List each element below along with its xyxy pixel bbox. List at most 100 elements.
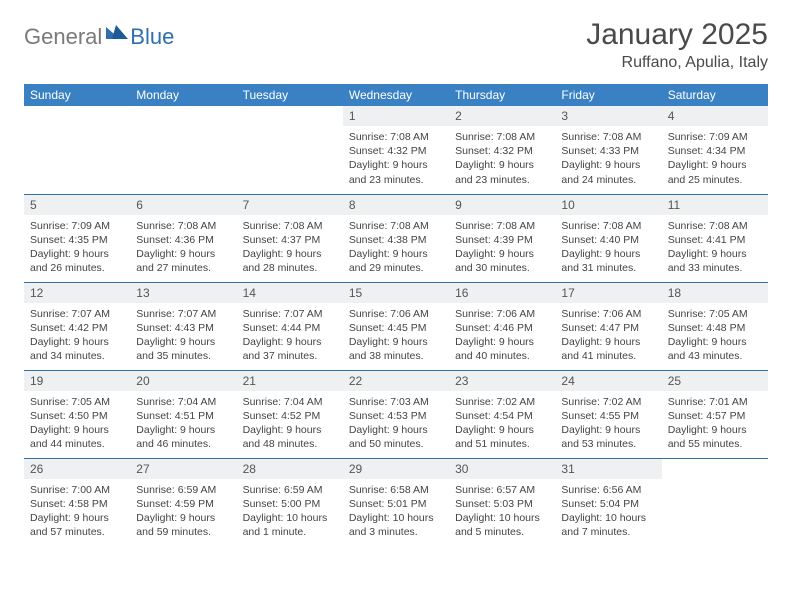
calendar-week-row: 26Sunrise: 7:00 AMSunset: 4:58 PMDayligh… bbox=[24, 458, 768, 546]
daylight-line-1: Daylight: 9 hours bbox=[136, 247, 230, 261]
day-number: 12 bbox=[24, 283, 130, 303]
sunrise-line: Sunrise: 7:08 AM bbox=[349, 130, 443, 144]
daylight-line-2: and 7 minutes. bbox=[561, 525, 655, 539]
sunset-line: Sunset: 4:59 PM bbox=[136, 497, 230, 511]
day-body: Sunrise: 7:06 AMSunset: 4:47 PMDaylight:… bbox=[555, 303, 661, 370]
sunset-line: Sunset: 4:48 PM bbox=[668, 321, 762, 335]
day-body: Sunrise: 7:02 AMSunset: 4:55 PMDaylight:… bbox=[555, 391, 661, 458]
sunrise-line: Sunrise: 7:03 AM bbox=[349, 395, 443, 409]
daylight-line-1: Daylight: 9 hours bbox=[455, 423, 549, 437]
daylight-line-1: Daylight: 9 hours bbox=[30, 511, 124, 525]
day-body: Sunrise: 7:03 AMSunset: 4:53 PMDaylight:… bbox=[343, 391, 449, 458]
daylight-line-2: and 44 minutes. bbox=[30, 437, 124, 451]
daylight-line-1: Daylight: 9 hours bbox=[349, 423, 443, 437]
sunrise-line: Sunrise: 7:01 AM bbox=[668, 395, 762, 409]
calendar-day-cell bbox=[24, 106, 130, 194]
daylight-line-2: and 28 minutes. bbox=[243, 261, 337, 275]
daylight-line-1: Daylight: 10 hours bbox=[561, 511, 655, 525]
sunrise-line: Sunrise: 7:02 AM bbox=[561, 395, 655, 409]
daylight-line-1: Daylight: 9 hours bbox=[136, 335, 230, 349]
sunrise-line: Sunrise: 7:08 AM bbox=[243, 219, 337, 233]
day-body: Sunrise: 7:08 AMSunset: 4:38 PMDaylight:… bbox=[343, 215, 449, 282]
calendar-day-cell: 27Sunrise: 6:59 AMSunset: 4:59 PMDayligh… bbox=[130, 458, 236, 546]
calendar-day-cell bbox=[130, 106, 236, 194]
sunset-line: Sunset: 5:01 PM bbox=[349, 497, 443, 511]
day-number: 15 bbox=[343, 283, 449, 303]
daylight-line-1: Daylight: 9 hours bbox=[561, 335, 655, 349]
daylight-line-2: and 25 minutes. bbox=[668, 173, 762, 187]
day-number: 17 bbox=[555, 283, 661, 303]
weekday-header: Saturday bbox=[662, 84, 768, 106]
sunrise-line: Sunrise: 7:02 AM bbox=[455, 395, 549, 409]
daylight-line-2: and 5 minutes. bbox=[455, 525, 549, 539]
calendar-day-cell: 24Sunrise: 7:02 AMSunset: 4:55 PMDayligh… bbox=[555, 370, 661, 458]
calendar-day-cell: 3Sunrise: 7:08 AMSunset: 4:33 PMDaylight… bbox=[555, 106, 661, 194]
daylight-line-1: Daylight: 9 hours bbox=[243, 247, 337, 261]
daylight-line-2: and 48 minutes. bbox=[243, 437, 337, 451]
day-body: Sunrise: 7:08 AMSunset: 4:39 PMDaylight:… bbox=[449, 215, 555, 282]
day-body: Sunrise: 7:06 AMSunset: 4:45 PMDaylight:… bbox=[343, 303, 449, 370]
weekday-header: Monday bbox=[130, 84, 236, 106]
day-body: Sunrise: 7:08 AMSunset: 4:32 PMDaylight:… bbox=[449, 126, 555, 193]
day-number: 5 bbox=[24, 195, 130, 215]
calendar-day-cell: 7Sunrise: 7:08 AMSunset: 4:37 PMDaylight… bbox=[237, 194, 343, 282]
day-number: 18 bbox=[662, 283, 768, 303]
day-number: 21 bbox=[237, 371, 343, 391]
sunset-line: Sunset: 4:39 PM bbox=[455, 233, 549, 247]
sunset-line: Sunset: 4:55 PM bbox=[561, 409, 655, 423]
sunset-line: Sunset: 4:58 PM bbox=[30, 497, 124, 511]
calendar-day-cell: 13Sunrise: 7:07 AMSunset: 4:43 PMDayligh… bbox=[130, 282, 236, 370]
calendar-day-cell: 11Sunrise: 7:08 AMSunset: 4:41 PMDayligh… bbox=[662, 194, 768, 282]
day-number: 19 bbox=[24, 371, 130, 391]
daylight-line-2: and 40 minutes. bbox=[455, 349, 549, 363]
day-body: Sunrise: 7:07 AMSunset: 4:44 PMDaylight:… bbox=[237, 303, 343, 370]
day-number: 28 bbox=[237, 459, 343, 479]
sunrise-line: Sunrise: 6:57 AM bbox=[455, 483, 549, 497]
daylight-line-1: Daylight: 9 hours bbox=[561, 158, 655, 172]
sunrise-line: Sunrise: 7:07 AM bbox=[243, 307, 337, 321]
calendar-day-cell: 12Sunrise: 7:07 AMSunset: 4:42 PMDayligh… bbox=[24, 282, 130, 370]
day-body: Sunrise: 7:04 AMSunset: 4:52 PMDaylight:… bbox=[237, 391, 343, 458]
sunset-line: Sunset: 4:32 PM bbox=[349, 144, 443, 158]
daylight-line-2: and 41 minutes. bbox=[561, 349, 655, 363]
sunset-line: Sunset: 4:35 PM bbox=[30, 233, 124, 247]
daylight-line-1: Daylight: 9 hours bbox=[668, 335, 762, 349]
calendar-day-cell: 8Sunrise: 7:08 AMSunset: 4:38 PMDaylight… bbox=[343, 194, 449, 282]
daylight-line-1: Daylight: 9 hours bbox=[349, 335, 443, 349]
logo-text-general: General bbox=[24, 24, 102, 50]
location: Ruffano, Apulia, Italy bbox=[586, 54, 768, 72]
sunset-line: Sunset: 4:45 PM bbox=[349, 321, 443, 335]
day-body: Sunrise: 6:59 AMSunset: 5:00 PMDaylight:… bbox=[237, 479, 343, 546]
day-number: 1 bbox=[343, 106, 449, 126]
sunset-line: Sunset: 4:57 PM bbox=[668, 409, 762, 423]
day-body: Sunrise: 6:56 AMSunset: 5:04 PMDaylight:… bbox=[555, 479, 661, 546]
calendar-day-cell: 4Sunrise: 7:09 AMSunset: 4:34 PMDaylight… bbox=[662, 106, 768, 194]
calendar-day-cell: 26Sunrise: 7:00 AMSunset: 4:58 PMDayligh… bbox=[24, 458, 130, 546]
page: General Blue January 2025 Ruffano, Apuli… bbox=[0, 0, 792, 546]
daylight-line-1: Daylight: 9 hours bbox=[668, 423, 762, 437]
title-block: January 2025 Ruffano, Apulia, Italy bbox=[586, 18, 768, 72]
day-body: Sunrise: 6:58 AMSunset: 5:01 PMDaylight:… bbox=[343, 479, 449, 546]
day-number: 14 bbox=[237, 283, 343, 303]
daylight-line-1: Daylight: 10 hours bbox=[455, 511, 549, 525]
daylight-line-1: Daylight: 9 hours bbox=[349, 158, 443, 172]
day-body: Sunrise: 7:05 AMSunset: 4:48 PMDaylight:… bbox=[662, 303, 768, 370]
calendar-table: SundayMondayTuesdayWednesdayThursdayFrid… bbox=[24, 84, 768, 546]
sunset-line: Sunset: 4:38 PM bbox=[349, 233, 443, 247]
day-number: 31 bbox=[555, 459, 661, 479]
sunset-line: Sunset: 4:46 PM bbox=[455, 321, 549, 335]
day-body: Sunrise: 7:08 AMSunset: 4:41 PMDaylight:… bbox=[662, 215, 768, 282]
day-number: 27 bbox=[130, 459, 236, 479]
daylight-line-1: Daylight: 10 hours bbox=[349, 511, 443, 525]
day-number: 10 bbox=[555, 195, 661, 215]
daylight-line-1: Daylight: 9 hours bbox=[30, 247, 124, 261]
calendar-week-row: 19Sunrise: 7:05 AMSunset: 4:50 PMDayligh… bbox=[24, 370, 768, 458]
daylight-line-1: Daylight: 9 hours bbox=[243, 423, 337, 437]
sunrise-line: Sunrise: 7:05 AM bbox=[30, 395, 124, 409]
calendar-day-cell: 31Sunrise: 6:56 AMSunset: 5:04 PMDayligh… bbox=[555, 458, 661, 546]
sunrise-line: Sunrise: 7:09 AM bbox=[668, 130, 762, 144]
daylight-line-1: Daylight: 9 hours bbox=[561, 423, 655, 437]
day-number: 29 bbox=[343, 459, 449, 479]
sunrise-line: Sunrise: 6:58 AM bbox=[349, 483, 443, 497]
sunrise-line: Sunrise: 7:08 AM bbox=[561, 130, 655, 144]
